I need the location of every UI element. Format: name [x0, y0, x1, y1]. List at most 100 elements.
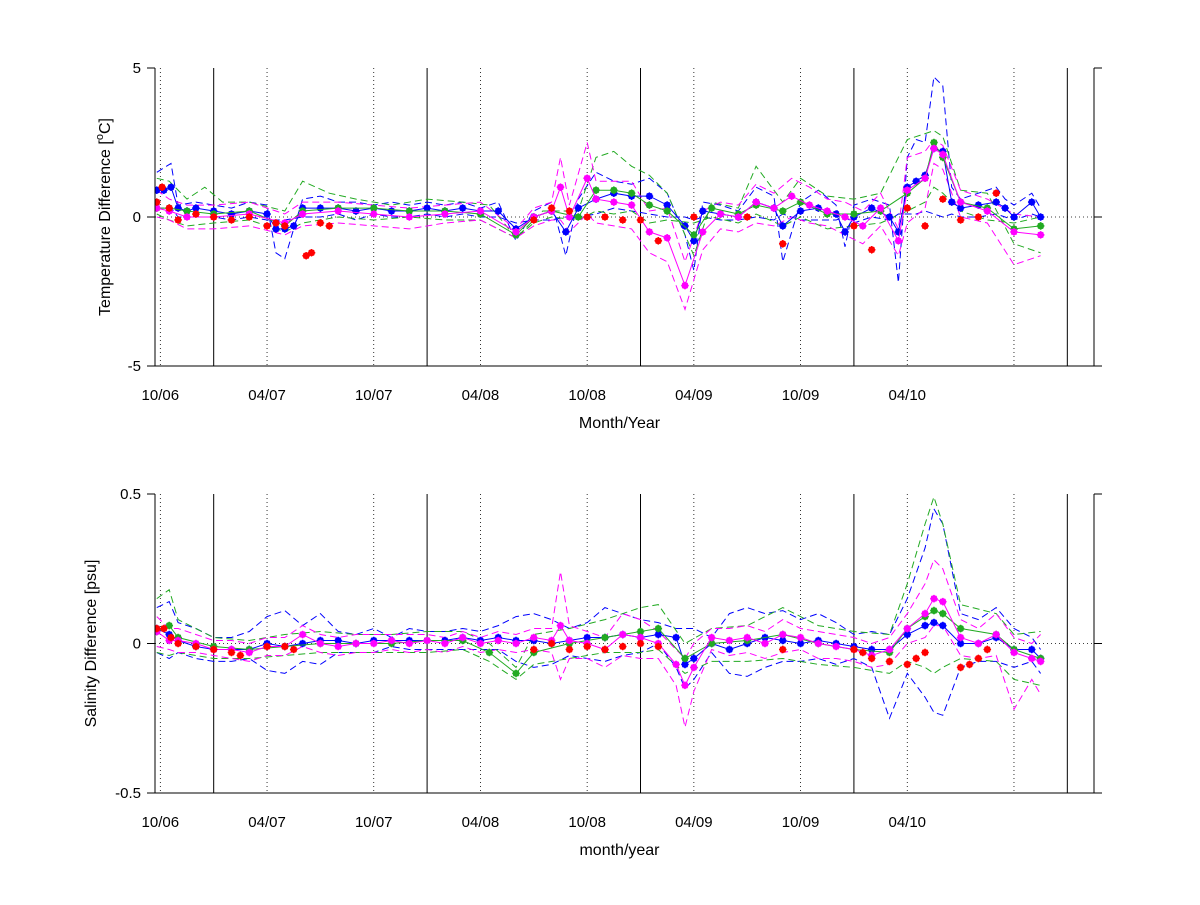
data-point-magenta-arms	[752, 198, 760, 206]
y-tick-label: -5	[128, 358, 141, 375]
data-point-blue-arms	[992, 198, 1000, 206]
data-point-magenta-arms	[841, 213, 849, 221]
data-point-red-arms	[636, 216, 645, 224]
data-point-green-arms	[485, 648, 494, 657]
data-point-red-arms	[867, 245, 876, 254]
data-point-blue-arms	[334, 636, 342, 645]
data-point-red-arms	[956, 216, 965, 224]
data-point-magenta-arms	[921, 609, 929, 618]
series-line-blue	[156, 147, 1042, 243]
data-point-magenta-arms	[645, 228, 654, 236]
data-point-blue-arms	[867, 645, 876, 654]
data-point-magenta-arms	[885, 645, 894, 654]
data-point-green-arms	[690, 231, 698, 239]
data-point-magenta-arms	[610, 198, 618, 206]
data-point-blue-arms	[912, 177, 920, 186]
x-axis-label: month/year	[579, 842, 660, 859]
x-axis-label: Month/Year	[579, 415, 661, 432]
y-axis-label-tail: C]	[97, 118, 114, 134]
data-point-red-arms	[778, 240, 787, 248]
data-point-blue-arms	[690, 237, 698, 245]
data-point-blue-arms	[1036, 213, 1045, 221]
data-point-magenta-arms	[707, 633, 716, 642]
envelope-line-blue	[156, 642, 1042, 720]
data-point-magenta-arms	[983, 207, 992, 215]
data-point-magenta-arms	[814, 639, 823, 648]
data-point-blue-arms	[645, 192, 654, 200]
data-point-red-arms	[850, 222, 858, 230]
data-point-magenta-arms	[441, 210, 449, 218]
data-point-green-arms	[183, 207, 191, 215]
data-point-blue-arms	[672, 633, 680, 642]
x-tick-label: 04/09	[675, 387, 713, 404]
data-point-blue-arms	[956, 639, 965, 648]
data-point-red-arms	[636, 639, 645, 648]
envelope-line-magenta	[156, 138, 1041, 264]
data-point-magenta-arms	[832, 642, 840, 651]
data-point-magenta-arms	[930, 144, 938, 153]
data-point-magenta-arms	[1036, 231, 1045, 239]
data-point-magenta-arms	[298, 210, 307, 218]
data-point-red-arms	[956, 663, 965, 672]
data-point-red-arms	[174, 216, 182, 224]
data-point-blue-arms	[352, 207, 360, 215]
data-point-magenta-arms	[1010, 228, 1018, 236]
data-point-magenta-arms	[698, 228, 707, 236]
data-point-red-arms	[903, 660, 912, 669]
data-point-blue-arms	[796, 207, 805, 215]
data-point-magenta-arms	[352, 639, 360, 648]
data-point-magenta-arms	[974, 639, 983, 648]
y-tick-label: 0.5	[120, 486, 141, 503]
data-point-blue-arms	[167, 183, 175, 191]
data-point-magenta-arms	[565, 213, 574, 221]
data-point-red-arms	[281, 222, 289, 230]
data-point-magenta-arms	[183, 213, 191, 221]
data-point-red-arms	[192, 642, 200, 651]
data-point-green-arms	[601, 633, 609, 642]
data-point-red-arms	[160, 624, 168, 633]
data-point-magenta-arms	[796, 633, 805, 642]
data-point-green-arms	[512, 669, 520, 678]
data-point-green-arms	[707, 639, 716, 648]
data-point-red-arms	[530, 645, 538, 654]
data-point-green-arms	[636, 627, 645, 636]
data-point-blue-arms	[867, 204, 876, 212]
data-point-red-arms	[155, 624, 161, 633]
data-point-green-arms	[654, 624, 663, 633]
data-point-blue-arms	[903, 630, 912, 639]
data-point-blue-arms	[263, 210, 271, 218]
data-point-blue-arms	[885, 213, 894, 221]
data-point-red-arms	[167, 633, 175, 642]
data-point-magenta-arms	[423, 636, 431, 645]
data-point-blue-arms	[165, 630, 174, 639]
x-tick-label: 10/08	[568, 814, 606, 831]
data-point-magenta-arms	[636, 633, 645, 642]
data-point-magenta-arms	[476, 639, 485, 648]
y-tick-label: 0	[133, 636, 141, 653]
data-point-red-arms	[547, 204, 556, 212]
data-point-red-arms	[155, 198, 161, 206]
data-point-magenta-arms	[369, 210, 378, 218]
data-point-blue-arms	[192, 204, 200, 212]
data-point-red-arms	[565, 645, 574, 654]
data-point-green-arms	[610, 186, 618, 194]
series-line-magenta	[156, 597, 1041, 687]
data-point-magenta-arms	[894, 237, 903, 245]
data-point-green-arms	[574, 213, 583, 221]
data-point-magenta-arms	[823, 207, 832, 215]
data-point-magenta-arms	[245, 648, 254, 657]
x-tick-label: 10/08	[568, 387, 606, 404]
envelope-line-blue	[156, 75, 1042, 283]
data-point-magenta-arms	[939, 597, 947, 606]
data-point-red-arms	[583, 642, 591, 651]
data-point-green-arms	[956, 624, 965, 633]
data-point-blue-arms	[458, 204, 467, 212]
y-axis-label: Salinity Difference [psu]	[83, 560, 100, 728]
data-point-magenta-arms	[387, 636, 396, 645]
data-point-magenta-arms	[921, 174, 929, 183]
data-point-magenta-arms	[956, 633, 965, 642]
data-point-magenta-arms	[956, 198, 965, 206]
data-point-blue-arms	[939, 621, 947, 630]
data-point-red-arms	[174, 639, 182, 648]
x-tick-label: 10/06	[142, 387, 180, 404]
